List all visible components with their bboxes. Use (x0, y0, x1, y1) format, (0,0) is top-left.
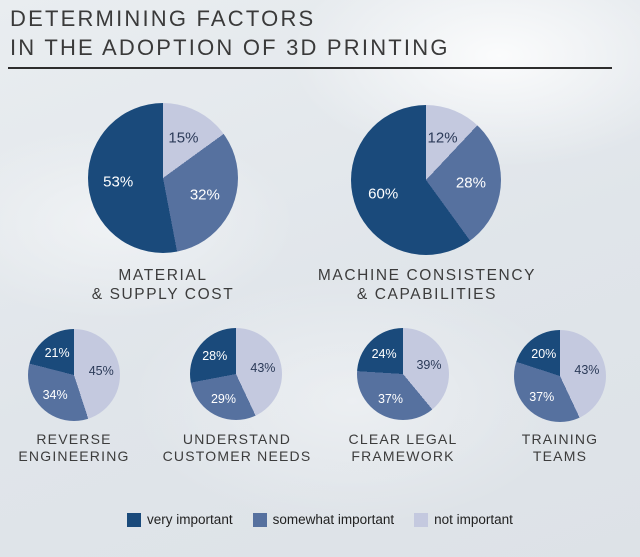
legend-item-not-important: not important (414, 512, 513, 527)
slice-value-label: 12% (427, 129, 458, 147)
legend-swatch-very-important (127, 512, 142, 527)
pie-chart-understand-customer-needs: 43% 29% 28% (190, 328, 282, 420)
pie-caption-clear-legal-framework: CLEAR LEGAL FRAMEWORK (323, 431, 483, 465)
slice-value-label: 53% (103, 173, 134, 191)
caption-line: ENGINEERING (18, 448, 130, 464)
slice-value-label: 21% (44, 346, 70, 361)
slice-value-label: 37% (377, 391, 403, 406)
caption-line: REVERSE (36, 431, 112, 447)
caption-line: CLEAR LEGAL (348, 431, 458, 447)
caption-line: & CAPABILITIES (356, 286, 498, 303)
legend-label: somewhat important (272, 512, 395, 527)
title-divider (8, 67, 612, 69)
slice-value-label: 24% (371, 346, 397, 361)
caption-line: UNDERSTAND (182, 431, 292, 447)
caption-line: MATERIAL (118, 267, 208, 284)
slice-value-label: 15% (168, 129, 199, 147)
legend-swatch-somewhat-important (252, 512, 267, 527)
caption-line: MACHINE CONSISTENCY (317, 267, 537, 284)
legend-item-very-important: very important (127, 512, 233, 527)
slice-value-label: 28% (455, 174, 486, 192)
pie-caption-reverse-engineering: REVERSE ENGINEERING (0, 431, 154, 465)
pie-caption-material-supply-cost: MATERIAL & SUPPLY COST (63, 266, 263, 304)
pie-chart-reverse-engineering: 45% 34% 21% (28, 329, 120, 421)
pie-chart-material-supply-cost: 15% 32% 53% (88, 103, 238, 253)
legend-label: not important (434, 512, 513, 527)
slice-value-label: 43% (574, 362, 600, 377)
pie-caption-machine-consistency: MACHINE CONSISTENCY & CAPABILITIES (302, 266, 552, 304)
slice-value-label: 29% (210, 391, 236, 406)
slice-value-label: 39% (416, 357, 442, 372)
caption-line: TRAINING (521, 431, 599, 447)
pie-chart-training-teams: 43% 37% 20% (514, 330, 606, 422)
slice-value-label: 60% (368, 185, 399, 203)
pie-chart-clear-legal-framework: 39% 37% 24% (357, 328, 449, 420)
caption-line: CUSTOMER NEEDS (162, 448, 312, 464)
caption-line: & SUPPLY COST (91, 286, 235, 303)
slice-value-label: 45% (88, 363, 114, 378)
pie-chart-machine-consistency: 12% 28% 60% (351, 105, 501, 255)
legend: very important somewhat important not im… (0, 512, 640, 527)
title-line-2: IN THE ADOPTION OF 3D PRINTING (10, 35, 450, 60)
title-line-1: DETERMINING FACTORS (10, 6, 316, 31)
caption-line: FRAMEWORK (351, 448, 455, 464)
legend-item-somewhat-important: somewhat important (252, 512, 395, 527)
slice-value-label: 20% (531, 346, 557, 361)
slice-value-label: 37% (529, 389, 555, 404)
slice-value-label: 32% (189, 186, 220, 204)
legend-label: very important (147, 512, 233, 527)
caption-line: TEAMS (532, 448, 588, 464)
legend-swatch-not-important (414, 512, 429, 527)
pie-caption-understand-customer-needs: UNDERSTAND CUSTOMER NEEDS (157, 431, 317, 465)
pie-caption-training-teams: TRAINING TEAMS (480, 431, 640, 465)
slice-value-label: 43% (250, 360, 276, 375)
page-title: DETERMINING FACTORS IN THE ADOPTION OF 3… (10, 4, 450, 62)
slice-value-label: 34% (42, 388, 68, 403)
slice-value-label: 28% (202, 349, 228, 364)
